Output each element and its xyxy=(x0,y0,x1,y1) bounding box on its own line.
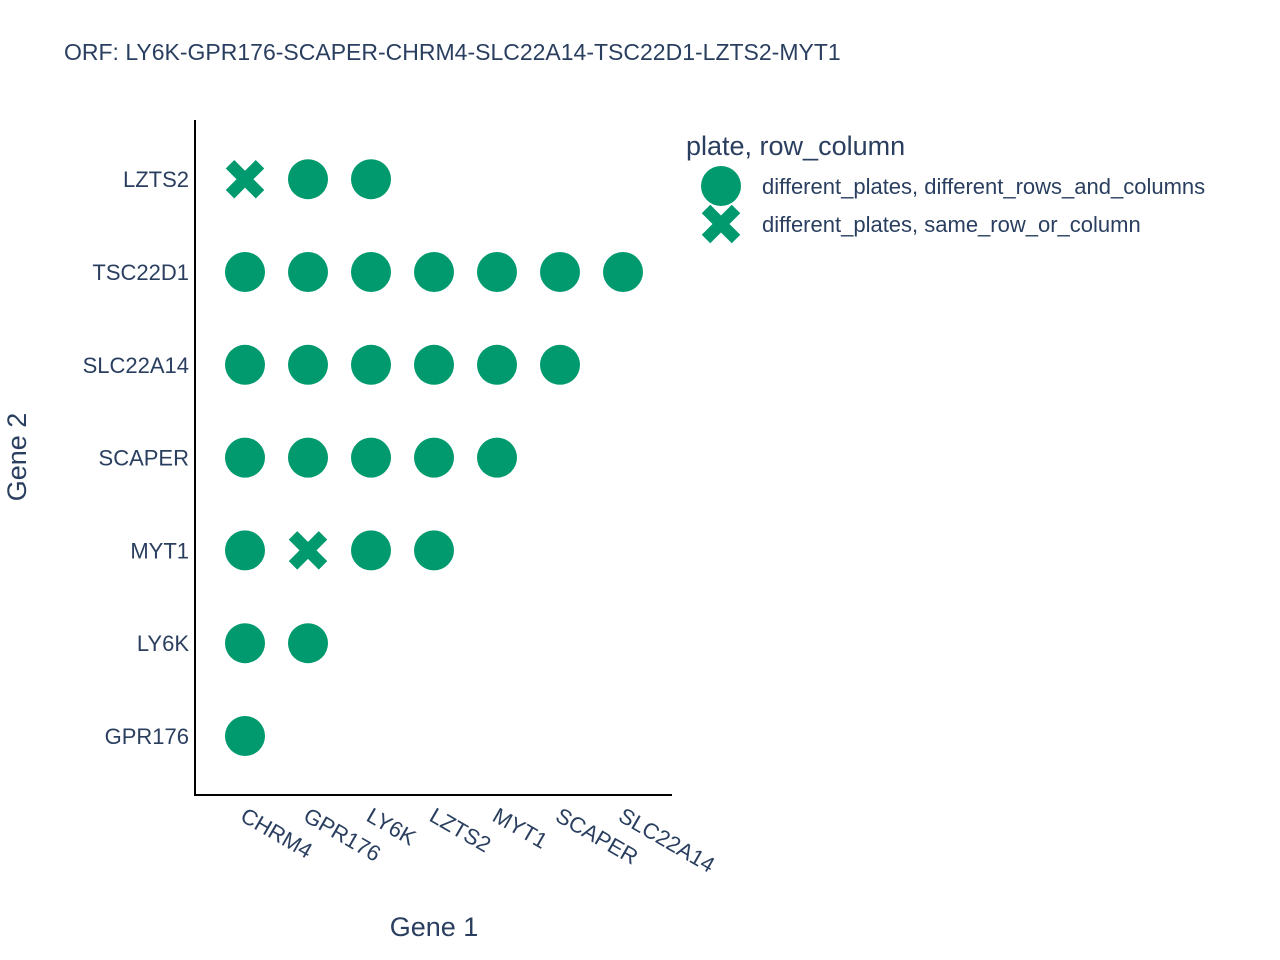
point-circle-myt1-slc22a14 xyxy=(477,344,517,385)
point-x-chrm4-lzts2-stroke-b xyxy=(225,159,265,199)
point-circle-lzts2-myt1 xyxy=(414,530,454,571)
y-tick-label-slc22a14: SLC22A14 xyxy=(83,353,189,378)
point-circle-lzts2-scaper xyxy=(414,437,454,478)
legend-marker-circle xyxy=(701,166,741,206)
legend: plate, row_column different_plates, diff… xyxy=(686,131,1205,244)
data-markers xyxy=(225,159,643,756)
point-x-gpr176-myt1-stroke-b xyxy=(288,531,328,570)
legend-label-different-plates-different-rows-and-columns: different_plates, different_rows_and_col… xyxy=(762,174,1205,199)
point-circle-chrm4-scaper xyxy=(225,437,265,478)
point-circle-ly6k-lzts2 xyxy=(351,159,391,200)
y-tick-label-myt1: MYT1 xyxy=(130,538,189,563)
point-circle-slc22a14-tsc22d1 xyxy=(603,252,643,292)
point-circle-chrm4-slc22a14 xyxy=(225,344,265,385)
point-circle-gpr176-lzts2 xyxy=(288,159,328,200)
point-circle-myt1-tsc22d1 xyxy=(477,252,517,292)
y-tick-label-lzts2: LZTS2 xyxy=(123,167,189,192)
point-circle-ly6k-scaper xyxy=(351,437,391,478)
point-circle-ly6k-myt1 xyxy=(351,530,391,571)
legend-items: different_plates, different_rows_and_col… xyxy=(701,166,1205,244)
point-circle-chrm4-ly6k xyxy=(225,623,265,664)
legend-title: plate, row_column xyxy=(686,131,905,161)
point-circle-chrm4-myt1 xyxy=(225,530,265,571)
point-circle-chrm4-tsc22d1 xyxy=(225,252,265,292)
point-circle-ly6k-tsc22d1 xyxy=(351,252,391,292)
x-tick-label-chrm4: CHRM4 xyxy=(237,803,317,864)
y-tick-label-ly6k: LY6K xyxy=(137,631,190,656)
legend-marker-x-stroke-b xyxy=(701,204,741,244)
point-circle-gpr176-tsc22d1 xyxy=(288,252,328,292)
x-tick-label-myt1: MYT1 xyxy=(489,803,552,854)
y-tick-label-tsc22d1: TSC22D1 xyxy=(92,260,189,285)
point-circle-scaper-tsc22d1 xyxy=(540,252,580,292)
chart-title: ORF: LY6K-GPR176-SCAPER-CHRM4-SLC22A14-T… xyxy=(64,39,841,65)
y-axis-title: Gene 2 xyxy=(2,413,32,502)
point-x-gpr176-myt1 xyxy=(288,531,328,570)
point-circle-chrm4-gpr176 xyxy=(225,716,265,756)
legend-marker-x xyxy=(701,204,741,244)
point-circle-lzts2-tsc22d1 xyxy=(414,252,454,292)
point-circle-lzts2-slc22a14 xyxy=(414,344,454,385)
point-circle-gpr176-slc22a14 xyxy=(288,344,328,385)
y-axis-ticks: GPR176 LY6K MYT1 SCAPER SLC22A14 TSC22D1 LZTS2 xyxy=(83,167,190,749)
plot-area: GPR176 LY6K MYT1 SCAPER SLC22A14 TSC22D1 LZTS2… xyxy=(83,120,720,878)
point-circle-gpr176-ly6k xyxy=(288,623,328,664)
point-x-chrm4-lzts2 xyxy=(225,159,265,199)
x-axis-title: Gene 1 xyxy=(390,912,479,942)
x-tick-label-lzts2: LZTS2 xyxy=(426,803,496,858)
legend-label-different-plates-same-row-or-column: different_plates, same_row_or_column xyxy=(762,212,1141,237)
y-tick-label-gpr176: GPR176 xyxy=(105,724,189,749)
y-tick-label-scaper: SCAPER xyxy=(99,446,189,471)
point-circle-scaper-slc22a14 xyxy=(540,344,580,385)
point-circle-gpr176-scaper xyxy=(288,437,328,478)
point-circle-ly6k-slc22a14 xyxy=(351,344,391,385)
point-circle-myt1-scaper xyxy=(477,437,517,478)
